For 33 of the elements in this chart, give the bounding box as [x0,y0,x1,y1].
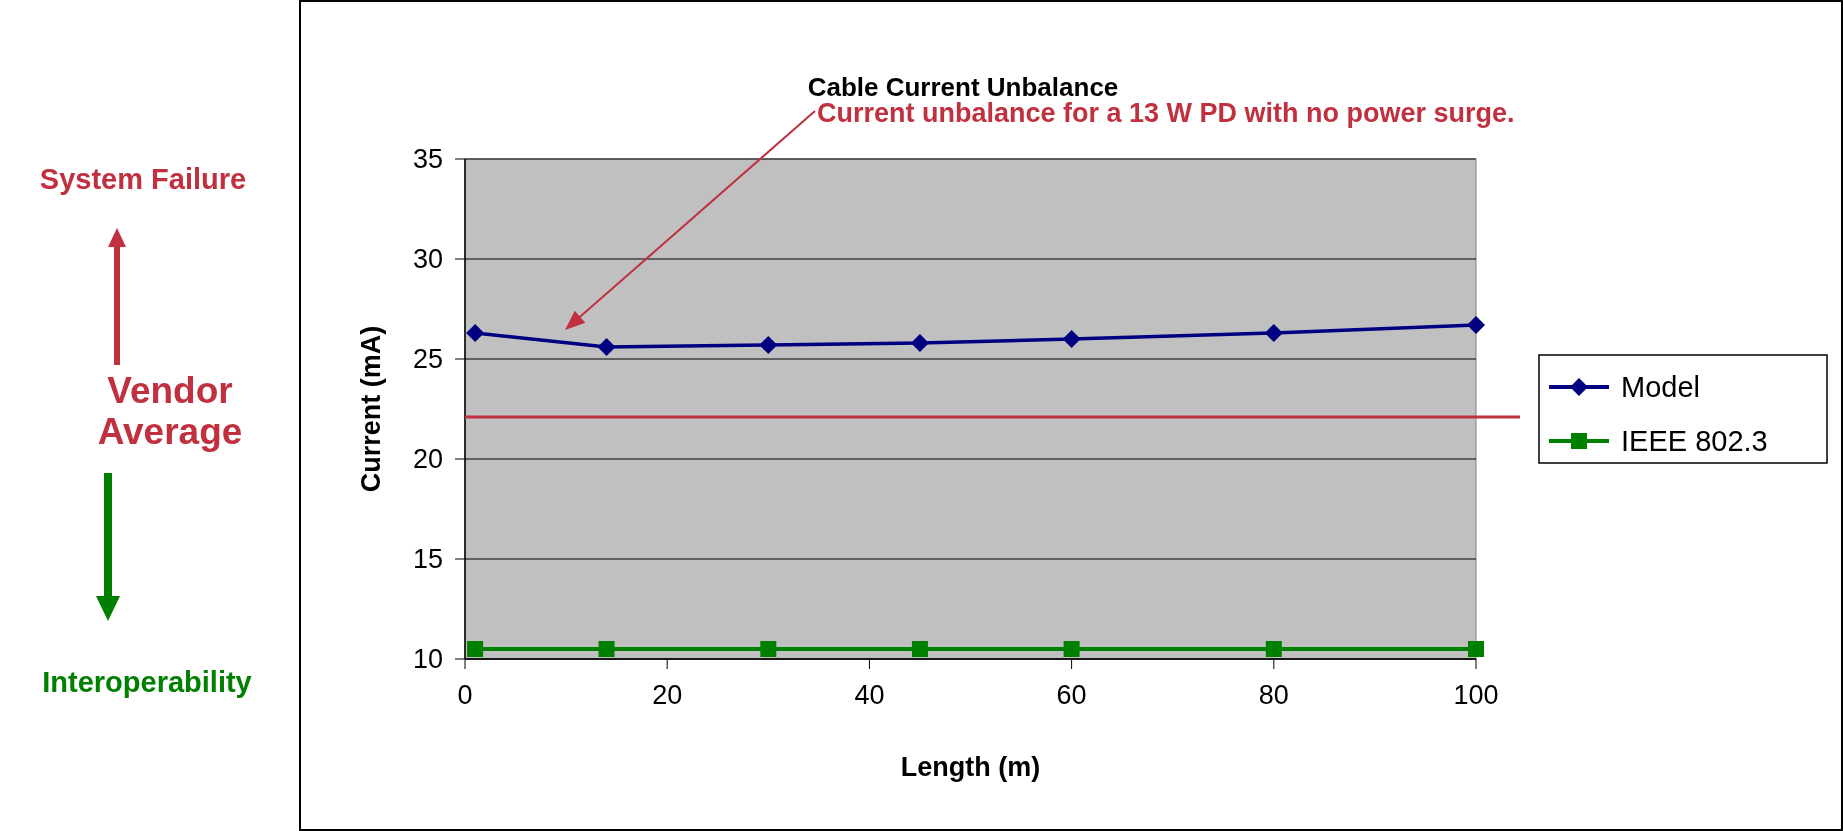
point [1062,330,1081,348]
point [1468,641,1484,657]
point [598,641,615,657]
y-tick-label: 10 [412,644,443,675]
legend-label: IEEE 802.3 [1621,425,1768,458]
x-tick-label: 80 [1258,680,1289,710]
point [467,641,484,657]
point [760,641,777,657]
text: System Failure [39,163,247,195]
text: Interoperability [42,666,252,698]
y-tick-label: 25 [412,344,443,375]
y-axis-title: Current (mA) [356,325,386,493]
x-tick-label: 40 [854,680,885,710]
point [466,324,485,342]
point [911,641,928,657]
x-axis-title: Length (m) [900,752,1041,782]
point [759,336,778,354]
x-tick-label: 0 [457,680,473,710]
y-tick-label: 30 [412,244,443,275]
y-tick-label: 15 [412,544,443,575]
x-tick-label: 100 [1453,680,1499,710]
point [1063,641,1080,657]
point [1264,324,1283,342]
y-tick-label: 35 [412,144,443,175]
legend-label: Model [1621,371,1700,404]
x-tick-label: 20 [652,680,683,710]
point [1467,316,1485,334]
ref-line-label: Vendor Average [97,370,243,452]
point [597,338,616,356]
y-tick-label: 20 [412,444,443,475]
point [1265,641,1282,657]
point [910,334,929,352]
x-tick-label: 60 [1056,680,1087,710]
